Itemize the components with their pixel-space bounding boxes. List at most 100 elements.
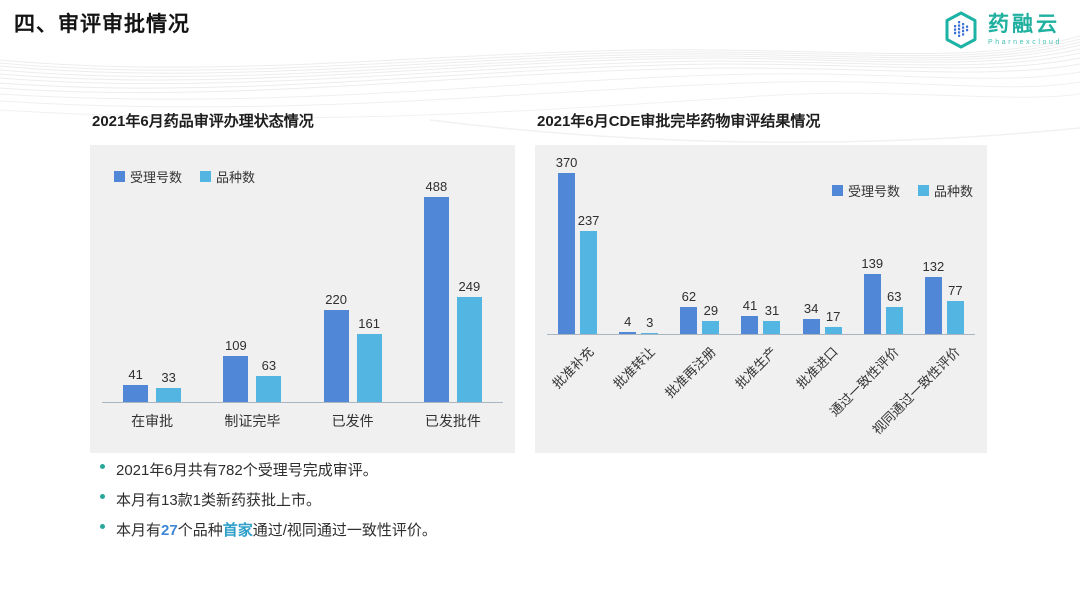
plot-area: 41 33 在审批 109 63 制证完毕 220 161 已发件 488 249 已发批件 — [102, 179, 503, 429]
summary-bullet: 本月有27个品种首家通过/视同通过一致性评价。 — [100, 520, 437, 541]
summary-bullet: 本月有13款1类新药获批上市。 — [100, 490, 437, 511]
bar: 62 — [680, 289, 698, 334]
bar: 161 — [356, 316, 382, 402]
bar-group: 132 77 视同通过一致性评价 — [870, 169, 975, 437]
brand-name: 药融云 — [987, 13, 1060, 36]
bar: 33 — [156, 370, 182, 402]
plain-text: 2021年6月共有782个受理号完成审评。 — [116, 462, 378, 479]
bar-value-label: 220 — [325, 291, 347, 307]
x-axis-label: 制证完毕 — [224, 413, 281, 429]
bar: 370 — [556, 155, 577, 334]
cde-result-chart-title: 2021年6月CDE审批完毕药物审评结果情况 — [537, 113, 821, 130]
x-axis-label: 批准再注册 — [662, 344, 719, 401]
bar-value-label: 139 — [861, 255, 884, 271]
bar: 139 — [861, 256, 883, 334]
bar-value-label: 29 — [703, 303, 719, 319]
cde-result-chart-panel: 受理号数 品种数 370 237 批准补充 4 3 批准转让 62 29 批准再注册 41 31 批准生产… — [535, 145, 987, 453]
x-axis-label: 在审批 — [131, 413, 174, 429]
bar: 63 — [256, 358, 282, 402]
bar-value-label: 237 — [577, 213, 600, 229]
bar: 63 — [885, 289, 903, 334]
legend-item: 品种数 — [917, 181, 973, 200]
approval-status-chart-title: 2021年6月药品审评办理状态情况 — [92, 113, 314, 130]
bar-group: 62 29 批准再注册 — [662, 169, 730, 401]
bar-value-label: 249 — [458, 279, 481, 295]
bar-group: 370 237 批准补充 — [547, 155, 608, 391]
legend-item: 品种数 — [200, 167, 255, 186]
bullet-dot-icon — [100, 494, 105, 499]
bar-value-label: 63 — [887, 288, 902, 304]
bar: 249 — [456, 279, 482, 402]
bar-value-label: 63 — [261, 357, 277, 373]
bar-value-label: 34 — [803, 301, 819, 317]
brand-subtitle: Pharnexcloud — [987, 39, 1062, 46]
approval-status-chart: 2021年6月药品审评办理状态情况 受理号数 品种数 41 33 在审批 109 63 制证完… — [90, 112, 515, 453]
bar-value-label: 31 — [764, 302, 780, 318]
bar: 29 — [702, 303, 720, 334]
bar-value-label: 132 — [922, 258, 945, 274]
bar: 17 — [824, 309, 842, 334]
legend-label: 品种数 — [933, 184, 973, 199]
legend-swatch-icon — [200, 171, 212, 182]
bar-value-label: 161 — [358, 316, 380, 332]
bar-group: 41 31 批准生产 — [730, 169, 791, 392]
x-axis-label: 批准补充 — [548, 344, 597, 392]
legend: 受理号数 品种数 — [831, 181, 973, 200]
legend-label: 受理号数 — [847, 184, 900, 199]
x-axis-label: 已发批件 — [424, 413, 481, 429]
bar: 41 — [123, 367, 149, 402]
legend-label: 品种数 — [216, 170, 256, 185]
bullet-text: 本月有27个品种首家通过/视同通过一致性评价。 — [116, 520, 437, 541]
x-axis-label: 已发件 — [331, 413, 374, 429]
bar-value-label: 77 — [948, 282, 963, 298]
plain-text: 本月有 — [116, 522, 162, 539]
bar-group: 41 33 在审批 — [102, 192, 202, 429]
bar-value-label: 109 — [225, 338, 247, 354]
legend-item: 受理号数 — [114, 167, 182, 186]
plain-text: 本月有13款1类新药获批上市。 — [116, 492, 322, 509]
x-axis-label: 批准生产 — [732, 344, 780, 392]
bullet-text: 2021年6月共有782个受理号完成审评。 — [116, 460, 378, 481]
brand-logo-icon — [945, 11, 977, 49]
bar-value-label: 3 — [646, 314, 654, 330]
legend-swatch-icon — [831, 185, 843, 196]
bar-group: 139 63 通过一致性评价 — [827, 169, 914, 419]
cde-result-chart: 2021年6月CDE审批完毕药物审评结果情况 受理号数 品种数 370 237 批准补充… — [535, 112, 987, 453]
bar-group: 488 249 已发批件 — [403, 179, 503, 429]
highlighted-text: 27 — [161, 522, 178, 539]
approval-status-chart-panel: 受理号数 品种数 41 33 在审批 109 63 制证完毕 220 161 已发件 488 249 已发… — [90, 145, 515, 453]
highlighted-text: 首家 — [222, 522, 253, 539]
bar: 109 — [223, 338, 249, 402]
x-axis-label: 批准进口 — [793, 344, 841, 392]
summary-bullet: 2021年6月共有782个受理号完成审评。 — [100, 460, 437, 481]
brand-logo: 药融云 Pharnexcloud — [942, 10, 1062, 50]
legend-item: 受理号数 — [831, 181, 900, 200]
page-title: 四、审评审批情况 — [14, 13, 190, 36]
summary-bullets: 2021年6月共有782个受理号完成审评。 本月有13款1类新药获批上市。 本月有2… — [100, 460, 437, 550]
bar: 237 — [578, 213, 599, 334]
plain-text: 个品种 — [177, 522, 223, 539]
plot-area: 370 237 批准补充 4 3 批准转让 62 29 批准再注册 41 31 批准生产 34 17 批准进… — [547, 155, 975, 437]
bar-value-label: 41 — [128, 366, 143, 382]
bar-value-label: 488 — [425, 179, 448, 195]
bar: 4 — [619, 314, 637, 334]
bar-value-label: 17 — [825, 308, 841, 324]
bar-value-label: 41 — [742, 298, 758, 314]
bar-group: 34 17 批准进口 — [792, 169, 853, 392]
bullet-dot-icon — [100, 524, 105, 529]
x-axis-label: 批准转让 — [610, 344, 658, 392]
bar: 34 — [802, 301, 820, 334]
plain-text: 通过/视同通过一致性评价。 — [252, 522, 437, 539]
legend: 受理号数 品种数 — [114, 167, 255, 186]
bullet-dot-icon — [100, 464, 105, 469]
bar: 31 — [763, 303, 781, 334]
legend-swatch-icon — [917, 185, 929, 196]
legend-label: 受理号数 — [130, 170, 183, 185]
bar: 488 — [423, 179, 449, 402]
bar-value-label: 33 — [161, 370, 176, 386]
bar: 220 — [323, 292, 349, 402]
bar: 132 — [923, 259, 944, 334]
bar-group: 109 63 制证完毕 — [202, 192, 302, 429]
bar-value-label: 370 — [555, 155, 578, 171]
